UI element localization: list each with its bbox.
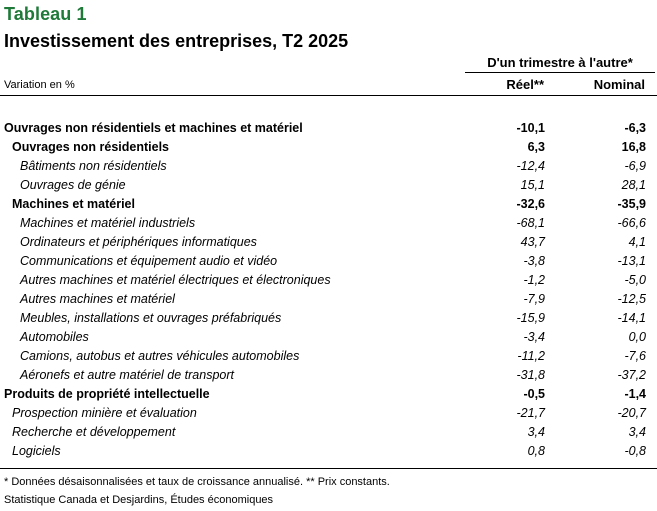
row-label: Automobiles [20,330,89,344]
table-row: Automobiles -3,4 0,0 [0,328,657,347]
table-row: Prospection minière et évaluation -21,7 … [0,404,657,423]
row-label: Bâtiments non résidentiels [20,159,167,173]
group-header-rule [465,72,655,73]
row-value-nominal: 4,1 [628,235,646,249]
row-value-nominal: -5,0 [624,273,646,287]
table-row: Meubles, installations et ouvrages préfa… [0,309,657,328]
column-header-reel: Réel** [506,77,544,92]
variation-label: Variation en % [4,79,75,91]
row-value-nominal: -0,8 [624,444,646,458]
row-value-nominal: -1,4 [624,387,646,401]
footer-rule [0,468,657,469]
row-label: Camions, autobus et autres véhicules aut… [20,349,300,363]
row-value-reel: -1,2 [523,273,545,287]
row-label: Communications et équipement audio et vi… [20,254,278,268]
row-value-reel: -7,9 [523,292,545,306]
row-label: Logiciels [12,444,61,458]
table-row: Produits de propriété intellectuelle -0,… [0,385,657,404]
row-value-nominal: -14,1 [617,311,647,325]
row-value-nominal: -6,3 [624,121,646,135]
footnote: * Données désaisonnalisées et taux de cr… [4,476,390,488]
row-value-nominal: -12,5 [617,292,647,306]
table-row: Ouvrages non résidentiels et machines et… [0,119,657,138]
row-value-nominal: -6,9 [624,159,646,173]
column-group-header: D'un trimestre à l'autre* [487,55,633,70]
row-value-nominal: 16,8 [621,140,646,154]
row-value-reel: -3,4 [523,330,545,344]
table-row: Communications et équipement audio et vi… [0,252,657,271]
source-note: Statistique Canada et Desjardins, Études… [4,494,274,506]
row-value-nominal: -35,9 [617,197,647,211]
row-label: Machines et matériel [12,197,135,211]
table-body: Ouvrages non résidentiels et machines et… [0,119,657,461]
row-value-reel: 15,1 [520,178,545,192]
row-label: Prospection minière et évaluation [12,406,197,420]
table-row: Ordinateurs et périphériques informatiqu… [0,233,657,252]
row-label: Machines et matériel industriels [20,216,196,230]
row-label: Ordinateurs et périphériques informatiqu… [20,235,257,249]
row-value-reel: -32,6 [516,197,546,211]
table-subtitle: Investissement des entreprises, T2 2025 [4,31,349,51]
row-value-reel: -11,2 [517,349,545,363]
row-value-reel: -3,8 [523,254,545,268]
row-value-nominal: -37,2 [617,368,647,382]
table-row: Logiciels 0,8 -0,8 [0,442,657,461]
table-row: Autres machines et matériel électriques … [0,271,657,290]
row-value-nominal: -13,1 [617,254,647,268]
row-value-reel: 0,8 [527,444,545,458]
table-row: Autres machines et matériel -7,9 -12,5 [0,290,657,309]
row-value-reel: 6,3 [527,140,545,154]
row-label: Aéronefs et autre matériel de transport [20,368,235,382]
row-label: Meubles, installations et ouvrages préfa… [20,311,282,325]
table-row: Machines et matériel industriels -68,1 -… [0,214,657,233]
row-value-nominal: -7,6 [624,349,646,363]
row-value-nominal: 3,4 [628,425,646,439]
row-value-reel: 43,7 [520,235,545,249]
row-value-nominal: -20,7 [617,406,647,420]
row-value-reel: -12,4 [516,159,546,173]
row-label: Ouvrages de génie [20,178,126,192]
row-label: Ouvrages non résidentiels et machines et… [4,121,303,135]
table-row: Aéronefs et autre matériel de transport … [0,366,657,385]
row-value-reel: -15,9 [516,311,546,325]
row-value-reel: -0,5 [523,387,545,401]
row-value-reel: -68,1 [516,216,546,230]
table-row: Ouvrages de génie 15,1 28,1 [0,176,657,195]
table-title: Tableau 1 [4,4,87,24]
row-value-reel: -21,7 [516,406,546,420]
table-row: Machines et matériel -32,6 -35,9 [0,195,657,214]
row-value-nominal: -66,6 [617,216,647,230]
row-value-nominal: 28,1 [621,178,646,192]
table-row: Camions, autobus et autres véhicules aut… [0,347,657,366]
row-value-nominal: 0,0 [628,330,646,344]
table-row: Ouvrages non résidentiels 6,3 16,8 [0,138,657,157]
row-label: Autres machines et matériel électriques … [20,273,331,287]
table-row: Recherche et développement 3,4 3,4 [0,423,657,442]
table-row: Bâtiments non résidentiels -12,4 -6,9 [0,157,657,176]
row-label: Ouvrages non résidentiels [12,140,169,154]
row-value-reel: -10,1 [516,121,546,135]
row-label: Autres machines et matériel [20,292,175,306]
column-header-nominal: Nominal [593,77,645,92]
row-label: Recherche et développement [12,425,176,439]
row-value-reel: -31,8 [516,368,546,382]
row-value-reel: 3,4 [527,425,545,439]
row-label: Produits de propriété intellectuelle [4,387,210,401]
header-rule [0,95,657,96]
